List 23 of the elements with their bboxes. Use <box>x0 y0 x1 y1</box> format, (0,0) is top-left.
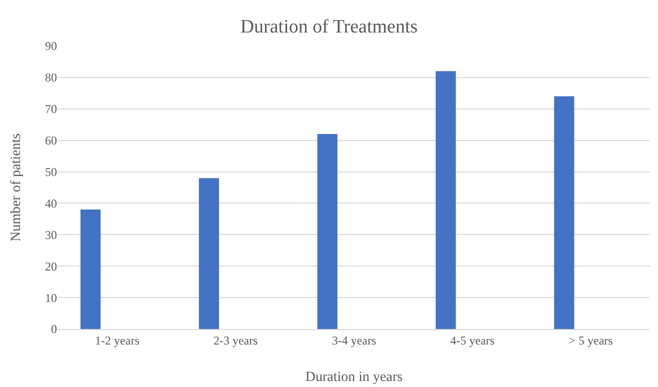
chart-title: Duration of Treatments <box>240 16 418 38</box>
y-tick-label: 60 <box>45 134 57 148</box>
y-tick-label: 0 <box>51 322 57 336</box>
x-tick-label: 2-3 years <box>213 333 258 348</box>
x-tick-label: > 5 years <box>568 333 614 348</box>
y-tick-label: 90 <box>45 39 57 54</box>
x-tick-label: 1-2 years <box>95 333 140 348</box>
y-tick-label: 20 <box>45 259 57 274</box>
y-tick-label: 70 <box>45 102 57 116</box>
y-tick-label: 10 <box>45 290 57 305</box>
bar <box>198 178 220 329</box>
y-axis-title: Number of patients <box>9 133 24 242</box>
bar <box>80 210 101 329</box>
bar <box>554 96 574 329</box>
x-tick-label: 3-4 years <box>332 333 376 348</box>
bar <box>317 134 338 329</box>
y-tick-label: 40 <box>45 196 57 210</box>
x-axis-title: Duration in years <box>305 370 403 385</box>
bar <box>436 71 456 329</box>
x-tick-label: 4-5 years <box>450 333 495 348</box>
y-tick-label: 80 <box>45 70 57 85</box>
y-tick-label: 50 <box>45 164 57 179</box>
y-tick-label: 30 <box>45 228 57 242</box>
